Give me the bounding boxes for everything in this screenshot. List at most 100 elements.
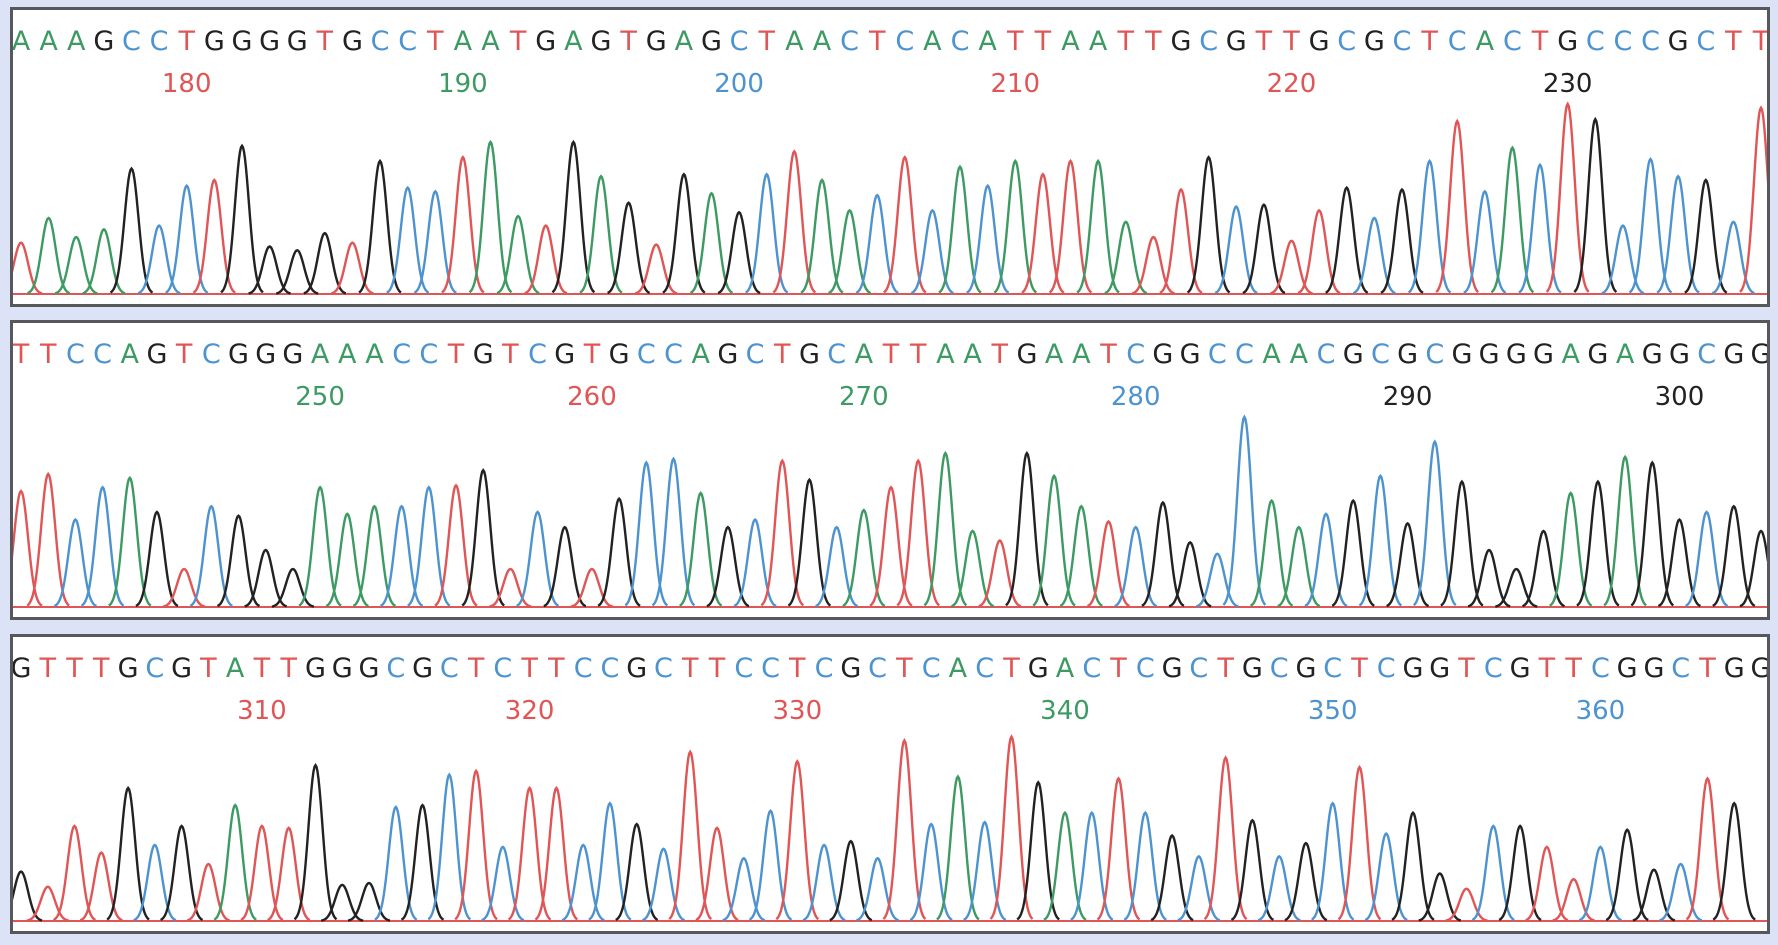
trace-peak-G [347,881,391,922]
trace-peak-T [869,485,913,607]
base-call-A: A [1089,26,1108,57]
base-call-T: T [13,339,30,370]
position-label: 340 [1040,696,1090,726]
base-call-C: C [815,653,834,684]
trace-peak-G [1632,868,1676,922]
base-call-A: A [226,653,245,684]
base-call-C: C [951,26,970,57]
base-call-G: G [1309,26,1330,57]
trace-peak-T [883,155,927,294]
position-label: 270 [839,382,889,412]
base-call-T: T [1538,653,1556,684]
trace-peak-C [379,504,424,607]
trace-peak-T [1739,105,1767,293]
base-call-G: G [228,339,249,370]
base-call-C: C [734,653,753,684]
base-call-C: C [93,339,112,370]
base-call-T: T [681,653,699,684]
base-call-G: G [1751,339,1767,370]
trace-peak-C [815,525,859,608]
trace-peak-C [374,805,418,921]
base-call-C: C [1377,653,1396,684]
trace-peak-T [186,862,230,922]
base-call-T: T [1034,26,1052,57]
trace-peak-C [413,189,457,294]
base-call-C: C [922,653,941,684]
base-call-G: G [1295,653,1316,684]
trace-peak-C [1364,831,1408,922]
trace-peak-G [271,567,315,608]
base-call-C: C [637,339,656,370]
base-call-C: C [1503,26,1522,57]
base-call-C: C [150,26,169,57]
base-call-A: A [936,339,955,370]
position-label: 220 [1267,69,1317,99]
base-call-A: A [923,26,942,57]
base-call-C: C [840,26,859,57]
trace-peak-G [1712,801,1756,921]
trace-peak-C [481,845,525,922]
base-call-T: T [708,653,726,684]
base-call-C: C [1235,339,1254,370]
trace-peak-C [642,847,685,922]
base-call-G: G [342,26,363,57]
base-call-T: T [1752,26,1767,57]
base-call-T: T [882,339,900,370]
base-call-G: G [1506,339,1527,370]
base-call-G: G [1669,339,1690,370]
trace-peak-T [489,567,532,608]
base-call-C: C [664,339,683,370]
position-label: 330 [772,696,822,726]
trace-peak-G [1739,529,1767,608]
trace-peak-C [910,208,954,295]
base-call-C: C [1591,653,1610,684]
base-call-A: A [454,26,473,57]
trace-peak-T [1445,887,1488,922]
base-call-G: G [1510,653,1531,684]
trace-peak-A [923,450,968,607]
trace-peak-G [1573,116,1618,293]
trace-peak-C [1711,220,1755,295]
base-call-T: T [520,653,538,684]
trace-peak-C [1070,810,1114,921]
base-call-T: T [868,26,886,57]
base-call-G: G [13,653,31,684]
base-call-G: G [1587,339,1608,370]
trace-peak-T [240,824,284,921]
base-call-A: A [1476,26,1495,57]
base-call-A: A [1561,339,1580,370]
base-call-G: G [171,653,192,684]
trace-peak-T [775,759,820,921]
base-call-A: A [978,26,997,57]
base-call-C: C [66,339,85,370]
base-call-G: G [591,26,612,57]
trace-peak-T [1159,187,1203,294]
trace-peak-G [13,870,43,922]
base-call-G: G [1479,339,1500,370]
position-label: 190 [438,69,488,99]
base-call-A: A [1262,339,1281,370]
trace-peak-C [1304,512,1348,608]
base-call-G: G [717,339,738,370]
trace-peak-G [1386,521,1430,608]
trace-peak-C [722,856,766,922]
base-call-C: C [600,653,619,684]
trace-peak-C [53,517,97,608]
base-call-C: C [654,653,673,684]
trace-peak-C [1407,158,1452,294]
base-call-A: A [338,339,357,370]
base-call-T: T [1255,26,1273,57]
trace-peak-G [275,249,319,295]
base-call-C: C [1586,26,1605,57]
trace-peak-G [1380,187,1424,294]
base-call-C: C [1317,339,1336,370]
base-call-G: G [1723,339,1744,370]
base-call-G: G [1152,339,1173,370]
base-call-C: C [1425,339,1444,370]
base-call-G: G [332,653,353,684]
trace-peak-C [1471,824,1515,921]
base-call-A: A [481,26,500,57]
trace-peak-G [706,525,750,608]
trace-peak-A [325,512,369,608]
